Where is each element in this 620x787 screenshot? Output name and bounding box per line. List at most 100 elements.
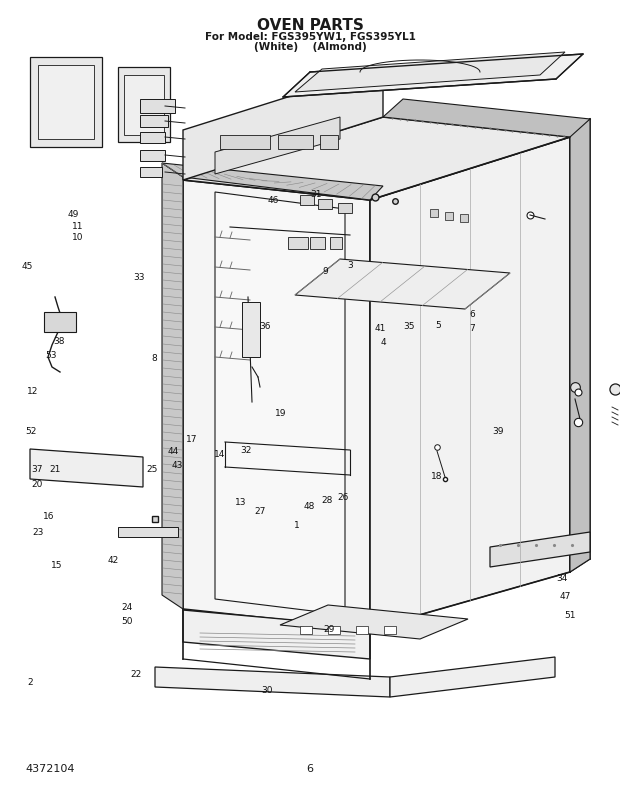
Text: 43: 43 [172, 461, 183, 471]
Text: 38: 38 [53, 337, 64, 346]
Text: 22: 22 [131, 670, 142, 679]
Text: 15: 15 [51, 560, 63, 570]
Text: 24: 24 [122, 603, 133, 612]
Bar [288, 237, 308, 249]
Text: 18: 18 [432, 471, 443, 481]
Text: 6: 6 [306, 764, 314, 774]
Text: 7: 7 [469, 324, 476, 334]
Text: 4: 4 [380, 338, 386, 347]
Polygon shape [490, 532, 590, 567]
Text: 3: 3 [347, 260, 353, 270]
Text: OVEN PARTS: OVEN PARTS [257, 17, 363, 32]
Bar [242, 302, 260, 357]
Text: 20: 20 [32, 479, 43, 489]
Text: 39: 39 [493, 427, 504, 436]
Text: 17: 17 [187, 434, 198, 444]
Text: 28: 28 [322, 496, 333, 505]
Polygon shape [383, 99, 590, 137]
Text: 51: 51 [565, 611, 576, 620]
Bar [310, 237, 325, 249]
Text: 46: 46 [267, 196, 278, 205]
Polygon shape [295, 259, 510, 309]
Text: 48: 48 [303, 502, 314, 512]
Text: 29: 29 [323, 625, 334, 634]
Polygon shape [370, 137, 570, 629]
Polygon shape [295, 52, 565, 92]
Text: 31: 31 [311, 190, 322, 199]
Text: 21: 21 [49, 464, 60, 474]
Text: 37: 37 [32, 464, 43, 474]
Bar [118, 527, 178, 537]
Text: 44: 44 [168, 447, 179, 456]
Text: 49: 49 [68, 209, 79, 219]
Text: 32: 32 [240, 445, 251, 455]
Text: 41: 41 [375, 324, 386, 334]
Bar [38, 65, 94, 139]
Polygon shape [162, 163, 183, 609]
Text: 1: 1 [293, 521, 299, 530]
Text: 10: 10 [73, 233, 84, 242]
Polygon shape [183, 117, 570, 200]
Polygon shape [283, 54, 583, 97]
Polygon shape [183, 67, 383, 180]
Text: 13: 13 [235, 497, 246, 507]
Polygon shape [390, 657, 555, 697]
Text: 36: 36 [260, 322, 271, 331]
Bar [328, 626, 340, 634]
Bar [384, 626, 396, 634]
Bar [330, 237, 342, 249]
Bar [300, 626, 312, 634]
Bar [300, 195, 314, 205]
Text: 19: 19 [275, 408, 286, 418]
Polygon shape [280, 605, 468, 639]
Text: 9: 9 [322, 267, 329, 276]
Bar [445, 212, 453, 220]
Bar [338, 203, 352, 213]
Text: 35: 35 [404, 322, 415, 331]
Text: 23: 23 [33, 527, 44, 537]
Bar [356, 626, 368, 634]
Text: 53: 53 [45, 351, 56, 360]
Bar [220, 135, 270, 149]
Polygon shape [215, 117, 340, 174]
Text: 11: 11 [73, 222, 84, 231]
Bar [140, 115, 168, 127]
Text: 42: 42 [107, 556, 118, 565]
Bar [278, 135, 313, 149]
Bar [318, 199, 332, 209]
Text: 33: 33 [133, 272, 144, 282]
Text: 2: 2 [27, 678, 33, 687]
Text: 45: 45 [22, 261, 33, 271]
Text: (White)    (Almond): (White) (Almond) [254, 42, 366, 52]
Polygon shape [183, 180, 370, 629]
Bar [140, 150, 165, 161]
Text: 6: 6 [469, 310, 476, 320]
Text: 50: 50 [122, 617, 133, 626]
Polygon shape [155, 667, 390, 697]
Text: 52: 52 [25, 427, 37, 436]
Bar [140, 132, 165, 143]
Polygon shape [30, 449, 143, 487]
Text: 5: 5 [435, 320, 441, 330]
Text: 8: 8 [151, 353, 157, 363]
Bar [44, 312, 76, 332]
Text: 47: 47 [560, 592, 571, 601]
Text: 27: 27 [255, 507, 266, 516]
Bar [118, 67, 170, 142]
Bar [430, 209, 438, 217]
Text: 14: 14 [214, 450, 225, 460]
Bar [140, 99, 175, 113]
Text: 26: 26 [338, 493, 349, 502]
Polygon shape [162, 163, 383, 200]
Text: 12: 12 [27, 387, 38, 397]
Bar [140, 167, 162, 177]
Bar [320, 135, 338, 149]
Text: 16: 16 [43, 512, 54, 521]
Text: 34: 34 [556, 574, 567, 583]
Bar [460, 214, 468, 222]
Polygon shape [215, 192, 345, 615]
Polygon shape [183, 610, 370, 659]
Polygon shape [570, 119, 590, 572]
Text: 30: 30 [261, 685, 272, 695]
Bar [124, 75, 164, 135]
